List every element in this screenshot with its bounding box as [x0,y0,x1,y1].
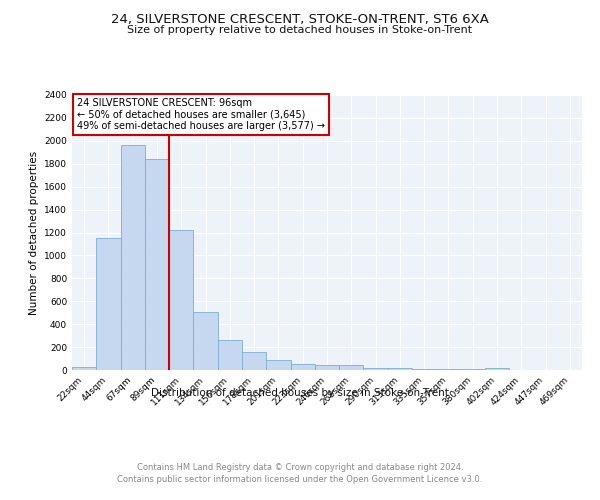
Text: Distribution of detached houses by size in Stoke-on-Trent: Distribution of detached houses by size … [151,388,449,398]
Text: 24 SILVERSTONE CRESCENT: 96sqm
← 50% of detached houses are smaller (3,645)
49% : 24 SILVERSTONE CRESCENT: 96sqm ← 50% of … [77,98,325,131]
Text: Contains public sector information licensed under the Open Government Licence v3: Contains public sector information licen… [118,475,482,484]
Bar [290,364,315,370]
Bar [193,312,218,370]
Y-axis label: Number of detached properties: Number of detached properties [29,150,38,314]
Bar [218,340,242,370]
Bar [485,368,509,370]
Text: Contains HM Land Registry data © Crown copyright and database right 2024.: Contains HM Land Registry data © Crown c… [137,462,463,471]
Bar [364,368,388,370]
Bar [121,146,145,370]
Bar [169,230,193,370]
Bar [96,238,121,370]
Bar [412,369,436,370]
Text: Size of property relative to detached houses in Stoke-on-Trent: Size of property relative to detached ho… [127,25,473,35]
Bar [388,368,412,370]
Bar [339,366,364,370]
Bar [72,366,96,370]
Text: 24, SILVERSTONE CRESCENT, STOKE-ON-TRENT, ST6 6XA: 24, SILVERSTONE CRESCENT, STOKE-ON-TRENT… [111,12,489,26]
Bar [315,365,339,370]
Bar [145,159,169,370]
Bar [242,352,266,370]
Bar [266,360,290,370]
